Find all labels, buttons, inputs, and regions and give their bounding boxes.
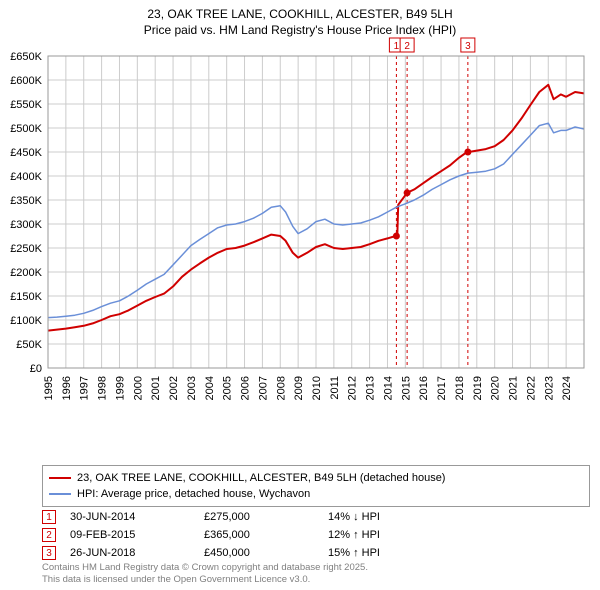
chart-svg: £0£50K£100K£150K£200K£250K£300K£350K£400… [42, 48, 590, 416]
svg-text:2011: 2011 [329, 376, 341, 400]
legend-swatch-0 [49, 477, 71, 479]
svg-text:£300K: £300K [10, 219, 42, 231]
svg-text:2015: 2015 [400, 376, 412, 400]
svg-text:2014: 2014 [382, 376, 394, 400]
event-price: £275,000 [204, 511, 314, 523]
svg-text:£550K: £550K [10, 99, 42, 111]
svg-text:2009: 2009 [293, 376, 305, 400]
chart-plot-area: £0£50K£100K£150K£200K£250K£300K£350K£400… [42, 48, 590, 416]
svg-text:1996: 1996 [61, 376, 73, 400]
svg-text:1995: 1995 [43, 376, 55, 400]
event-date: 09-FEB-2015 [70, 529, 190, 541]
event-badge-3: 3 [42, 546, 56, 560]
svg-text:1: 1 [394, 41, 400, 52]
svg-text:2017: 2017 [436, 376, 448, 400]
svg-text:£250K: £250K [10, 243, 42, 255]
svg-text:£600K: £600K [10, 75, 42, 87]
svg-text:3: 3 [465, 41, 471, 52]
svg-text:2024: 2024 [561, 376, 573, 400]
svg-text:£50K: £50K [16, 339, 42, 351]
svg-text:2023: 2023 [543, 376, 555, 400]
legend-swatch-1 [49, 493, 71, 495]
svg-text:£500K: £500K [10, 123, 42, 135]
svg-text:£650K: £650K [10, 51, 42, 63]
event-price: £450,000 [204, 547, 314, 559]
events-table: 1 30-JUN-2014 £275,000 14% ↓ HPI 2 09-FE… [42, 508, 590, 562]
svg-text:2008: 2008 [275, 376, 287, 400]
svg-text:2005: 2005 [222, 376, 234, 400]
event-badge-1: 1 [42, 510, 56, 524]
svg-text:2: 2 [404, 41, 410, 52]
svg-text:2000: 2000 [132, 376, 144, 400]
svg-text:2022: 2022 [525, 376, 537, 400]
svg-text:1999: 1999 [114, 376, 126, 400]
legend: 23, OAK TREE LANE, COOKHILL, ALCESTER, B… [42, 465, 590, 507]
event-date: 26-JUN-2018 [70, 547, 190, 559]
event-date: 30-JUN-2014 [70, 511, 190, 523]
event-row: 2 09-FEB-2015 £365,000 12% ↑ HPI [42, 526, 590, 544]
license-line-1: Contains HM Land Registry data © Crown c… [42, 562, 368, 574]
svg-text:2020: 2020 [490, 376, 502, 400]
event-delta: 12% ↑ HPI [328, 529, 438, 541]
svg-text:2013: 2013 [365, 376, 377, 400]
svg-text:£100K: £100K [10, 315, 42, 327]
event-badge-2: 2 [42, 528, 56, 542]
svg-text:2019: 2019 [472, 376, 484, 400]
svg-text:£400K: £400K [10, 171, 42, 183]
event-row: 1 30-JUN-2014 £275,000 14% ↓ HPI [42, 508, 590, 526]
event-price: £365,000 [204, 529, 314, 541]
legend-label-0: 23, OAK TREE LANE, COOKHILL, ALCESTER, B… [77, 472, 445, 484]
chart-title: 23, OAK TREE LANE, COOKHILL, ALCESTER, B… [0, 0, 600, 38]
event-delta: 15% ↑ HPI [328, 547, 438, 559]
svg-text:2018: 2018 [454, 376, 466, 400]
svg-text:2003: 2003 [186, 376, 198, 400]
svg-text:2002: 2002 [168, 376, 180, 400]
license-text: Contains HM Land Registry data © Crown c… [42, 562, 368, 586]
svg-text:2006: 2006 [240, 376, 252, 400]
svg-text:£450K: £450K [10, 147, 42, 159]
svg-text:2001: 2001 [150, 376, 162, 400]
svg-text:2016: 2016 [418, 376, 430, 400]
legend-item-1: HPI: Average price, detached house, Wych… [49, 486, 583, 502]
event-row: 3 26-JUN-2018 £450,000 15% ↑ HPI [42, 544, 590, 562]
svg-text:2012: 2012 [347, 376, 359, 400]
svg-text:2004: 2004 [204, 376, 216, 400]
title-line-1: 23, OAK TREE LANE, COOKHILL, ALCESTER, B… [0, 6, 600, 22]
legend-item-0: 23, OAK TREE LANE, COOKHILL, ALCESTER, B… [49, 470, 583, 486]
svg-text:2021: 2021 [508, 376, 520, 400]
svg-text:2007: 2007 [257, 376, 269, 400]
license-line-2: This data is licensed under the Open Gov… [42, 574, 368, 586]
svg-text:1998: 1998 [97, 376, 109, 400]
svg-text:£0: £0 [30, 363, 42, 375]
title-line-2: Price paid vs. HM Land Registry's House … [0, 22, 600, 38]
svg-text:£350K: £350K [10, 195, 42, 207]
legend-label-1: HPI: Average price, detached house, Wych… [77, 488, 310, 500]
svg-text:1997: 1997 [79, 376, 91, 400]
event-delta: 14% ↓ HPI [328, 511, 438, 523]
svg-text:2010: 2010 [311, 376, 323, 400]
svg-text:£150K: £150K [10, 291, 42, 303]
svg-text:£200K: £200K [10, 267, 42, 279]
